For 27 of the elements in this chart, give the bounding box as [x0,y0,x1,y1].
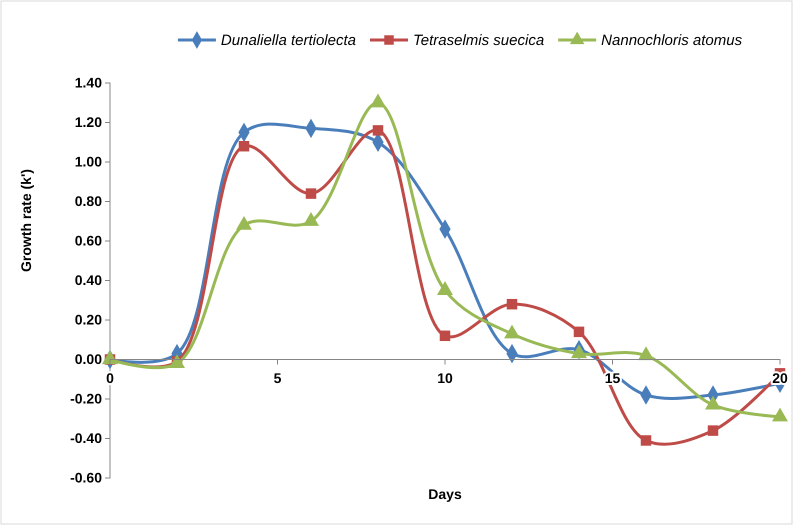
legend-label: Dunaliella tertiolecta [220,32,356,49]
point [372,125,384,136]
y-tick-label: -0.20 [70,390,102,406]
x-tick-label: 5 [274,370,282,386]
point [506,298,518,310]
y-tick-label: 1.40 [74,74,102,90]
y-tick-label: 1.20 [74,114,102,130]
y-tick-label: -0.60 [70,469,102,486]
y-tick-label: 0.00 [74,350,102,367]
y-tick-label: 0.80 [74,192,102,209]
y-axis-title: Growth rate (k') [18,169,34,272]
y-tick-label: 0.40 [74,272,102,288]
point [238,140,250,152]
x-tick-label: 0 [106,370,114,386]
y-tick-label: -0.40 [70,430,102,446]
point [574,326,584,338]
point [708,425,718,436]
y-tick-label: 0.60 [74,232,102,248]
legend-label: Tetraselmis suecica [413,32,544,49]
x-tick-label: 10 [437,370,453,386]
x-axis-title: Days [428,486,462,502]
legend-label: Nannochloris atomus [601,32,743,49]
y-tick-label: 1.00 [74,153,102,170]
point [440,330,450,342]
y-tick-label: 0.20 [74,311,102,328]
point [306,188,316,199]
point [640,435,652,446]
